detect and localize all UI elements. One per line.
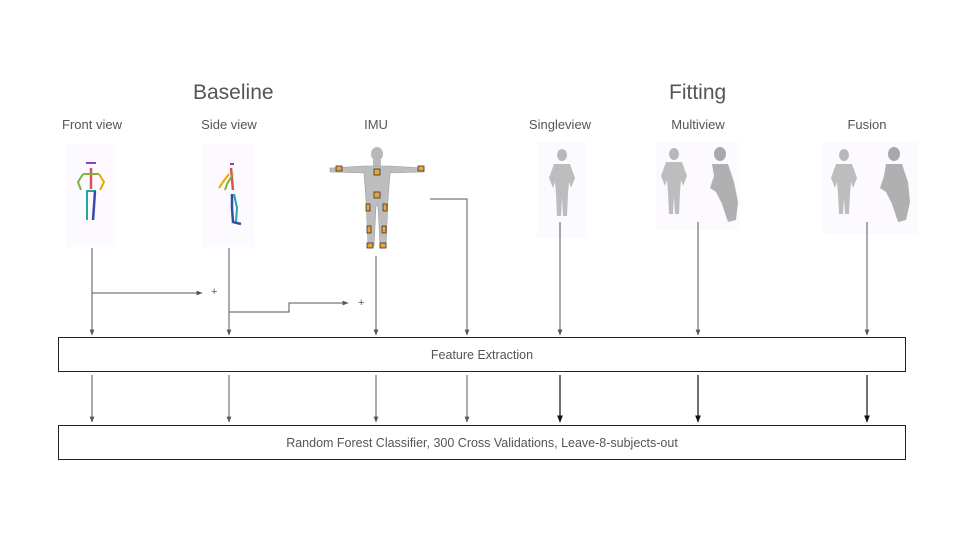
side-view-label: Side view — [201, 117, 257, 132]
imu-label: IMU — [364, 117, 388, 132]
baseline-title: Baseline — [193, 81, 274, 104]
front-view-label: Front view — [62, 117, 122, 132]
multiview-label: Multiview — [671, 117, 725, 132]
singleview-label: Singleview — [528, 117, 592, 132]
classifier-box: Random Forest Classifier, 300 Cross Vali… — [58, 425, 906, 460]
front-view-skeleton-image — [66, 144, 116, 247]
combine-plus-1: + — [211, 286, 218, 298]
feature-extraction-label: Feature Extraction — [430, 347, 534, 362]
fitting-title: Fitting — [669, 81, 727, 104]
side-view-skeleton-image — [203, 144, 255, 247]
fusion-mesh-image — [822, 142, 918, 234]
imu-body-mesh-image — [326, 142, 428, 254]
singleview-mesh-image — [537, 142, 587, 238]
fusion-label: Fusion — [847, 117, 887, 132]
combine-plus-2: + — [358, 297, 365, 309]
feature-extraction-box: Feature Extraction — [58, 337, 906, 372]
multiview-mesh-image — [656, 142, 740, 230]
classifier-label: Random Forest Classifier, 300 Cross Vali… — [286, 435, 678, 450]
